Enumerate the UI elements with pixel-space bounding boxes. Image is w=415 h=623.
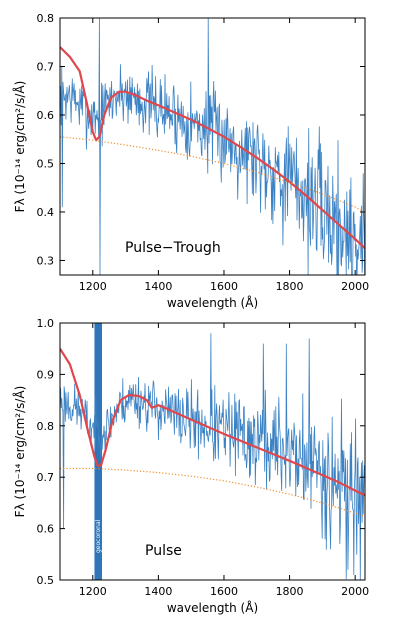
x-tick-label: 1200	[79, 280, 107, 293]
geocoronal-band	[94, 323, 102, 580]
x-tick-label: 1600	[210, 280, 238, 293]
panel-annotation: Pulse	[145, 543, 182, 559]
chart-panel-2: 1200 1400 1600 1800 2000 0.5 0.6 0.7 0.8 0.9 1.0 wa…	[12, 317, 369, 615]
y-tick-label: 0.6	[37, 523, 55, 536]
axes-frame	[59, 17, 366, 276]
x-tick-label: 1800	[276, 585, 304, 598]
observed-spectrum-line	[60, 333, 365, 580]
y-axis-label: Fλ (10⁻¹⁴ erg/cm²/s/Å)	[12, 81, 27, 213]
y-tick-label: 0.4	[37, 206, 55, 219]
continuum-line	[60, 467, 365, 518]
plot-area	[60, 323, 365, 580]
axes-frame	[59, 322, 366, 581]
x-tick-label: 2000	[341, 280, 369, 293]
band-label: geocoronal	[95, 519, 102, 553]
x-tick-label: 2000	[341, 585, 369, 598]
y-tick-label: 0.6	[37, 109, 55, 122]
y-tick-label: 0.7	[37, 60, 55, 73]
x-tick-label: 1600	[210, 585, 238, 598]
x-axis-label: wavelength (Å)	[167, 295, 258, 310]
plot-area	[60, 18, 365, 275]
y-axis-label: Fλ (10⁻¹⁴ erg/cm²/s/Å)	[12, 386, 27, 518]
y-tick-label: 0.9	[37, 368, 55, 381]
y-tick-label: 0.8	[37, 12, 55, 25]
x-axis-label: wavelength (Å)	[167, 600, 258, 615]
model-fit-line	[60, 46, 365, 250]
panel-annotation: Pulse−Trough	[125, 240, 221, 256]
y-tick-label: 0.5	[37, 574, 55, 587]
y-tick-label: 0.3	[37, 254, 55, 267]
continuum-line	[60, 136, 365, 213]
x-tick-label: 1200	[79, 585, 107, 598]
x-tick-label: 1400	[144, 585, 172, 598]
x-tick-label: 1800	[276, 280, 304, 293]
y-tick-label: 0.7	[37, 471, 55, 484]
y-tick-label: 0.8	[37, 420, 55, 433]
chart-panel-1: 1200 1400 1600 1800 2000 0.3 0.4 0.5 0.6 0.7 0.8 wa…	[12, 12, 369, 310]
observed-spectrum-line	[60, 18, 365, 275]
x-tick-label: 1400	[144, 280, 172, 293]
y-tick-label: 0.5	[37, 157, 55, 170]
y-tick-label: 1.0	[37, 317, 55, 330]
model-fit-line	[60, 348, 365, 497]
